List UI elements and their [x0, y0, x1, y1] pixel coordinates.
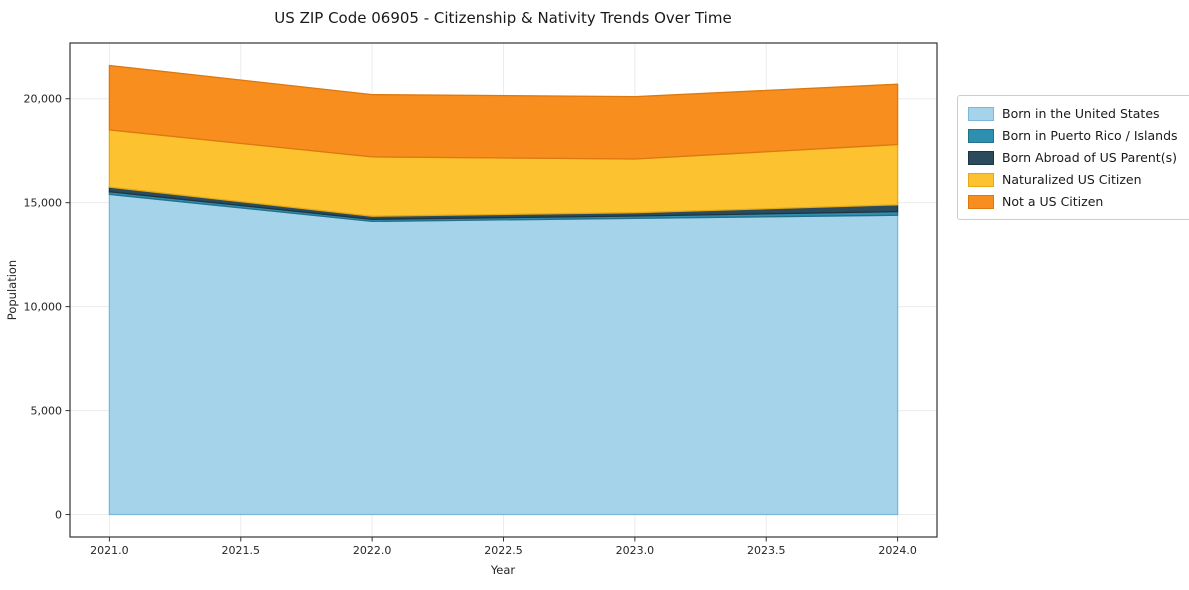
legend-swatch [968, 150, 994, 165]
legend-label: Naturalized US Citizen [1002, 172, 1142, 187]
area-series-group [108, 64, 899, 516]
x-axis-title: Year [490, 563, 516, 577]
y-tick-label: 5,000 [31, 404, 63, 417]
legend-item-1: Born in Puerto Rico / Islands [968, 128, 1178, 143]
x-tick-label: 2024.0 [878, 544, 917, 557]
legend-label: Not a US Citizen [1002, 194, 1104, 209]
legend-swatch [968, 106, 994, 121]
y-axis-ticks: 0 5,000 10,000 15,000 20,000 [24, 93, 70, 521]
x-tick-label: 2022.0 [353, 544, 392, 557]
x-axis-ticks: 2021.0 2021.5 2022.0 2022.5 2023.0 2023.5 2024… [90, 537, 917, 557]
x-tick-label: 2021.5 [222, 544, 261, 557]
legend-swatch [968, 128, 994, 143]
legend-label: Born Abroad of US Parent(s) [1002, 150, 1177, 165]
legend-swatch [968, 194, 994, 209]
legend: Born in the United States Born in Puerto … [957, 95, 1189, 220]
legend-item-0: Born in the United States [968, 106, 1178, 121]
x-tick-label: 2023.0 [616, 544, 655, 557]
legend-item-2: Born Abroad of US Parent(s) [968, 150, 1178, 165]
y-tick-label: 20,000 [24, 93, 63, 106]
chart-title: US ZIP Code 06905 - Citizenship & Nativi… [274, 9, 731, 27]
x-tick-label: 2023.5 [747, 544, 786, 557]
area-series-0 [108, 193, 899, 516]
legend-item-3: Naturalized US Citizen [968, 172, 1178, 187]
legend-item-4: Not a US Citizen [968, 194, 1178, 209]
y-axis-title: Population [5, 260, 19, 320]
legend-label: Born in the United States [1002, 106, 1160, 121]
legend-label: Born in Puerto Rico / Islands [1002, 128, 1178, 143]
y-tick-label: 0 [55, 508, 62, 521]
y-tick-label: 15,000 [24, 196, 63, 209]
x-tick-label: 2021.0 [90, 544, 129, 557]
area-series-4 [108, 64, 899, 160]
x-tick-label: 2022.5 [484, 544, 523, 557]
y-tick-label: 10,000 [24, 300, 63, 313]
legend-swatch [968, 172, 994, 187]
